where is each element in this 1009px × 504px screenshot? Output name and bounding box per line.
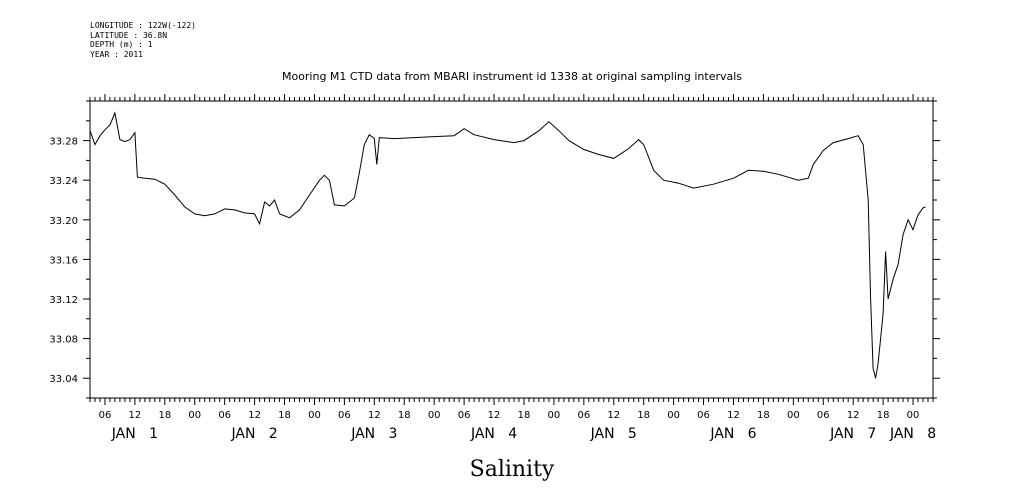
y-tick-label: 33.28 — [49, 137, 78, 148]
y-tick-label: 33.20 — [49, 216, 78, 227]
x-day-label: JAN 6 — [709, 426, 756, 442]
x-tick-label: 18 — [158, 410, 171, 421]
x-tick-label: 18 — [278, 410, 291, 421]
x-tick-label: 12 — [368, 410, 381, 421]
y-tick-label: 33.08 — [49, 335, 78, 346]
x-tick-label: 00 — [667, 410, 680, 421]
metadata-header: LONGITUDE : 122W(-122) LATITUDE : 36.8N … — [90, 21, 196, 59]
x-axis-label: Salinity — [470, 457, 555, 482]
x-tick-label: 00 — [308, 410, 321, 421]
x-tick-label: 06 — [458, 410, 471, 421]
x-tick-label: 00 — [548, 410, 561, 421]
x-tick-label: 18 — [637, 410, 650, 421]
y-tick-label: 33.24 — [49, 176, 78, 187]
x-tick-label: 12 — [129, 410, 142, 421]
metadata-longitude: LONGITUDE : 122W(-122) — [90, 21, 196, 30]
x-tick-label: 12 — [248, 410, 261, 421]
y-tick-label: 33.12 — [49, 295, 78, 306]
plot-frame — [89, 100, 934, 399]
metadata-year: YEAR : 2011 — [90, 49, 143, 59]
x-tick-label: 00 — [787, 410, 800, 421]
x-tick-label: 06 — [99, 410, 112, 421]
x-tick-label: 06 — [817, 410, 830, 421]
chart-title: Mooring M1 CTD data from MBARI instrumen… — [282, 70, 742, 83]
x-tick-label: 18 — [877, 410, 890, 421]
x-day-label: JAN 1 — [111, 426, 158, 442]
x-tick-label: 18 — [518, 410, 531, 421]
x-tick-label: 12 — [488, 410, 501, 421]
x-day-label: JAN 3 — [350, 426, 397, 442]
x-tick-label: 18 — [398, 410, 411, 421]
x-day-label: JAN 4 — [470, 426, 517, 442]
x-tick-label: 18 — [757, 410, 770, 421]
salinity-series-line — [89, 111, 926, 379]
x-tick-label: 00 — [428, 410, 441, 421]
x-tick-label: 06 — [577, 410, 590, 421]
metadata-latitude: LATITUDE : 36.8N — [90, 30, 168, 40]
x-tick-label: 00 — [907, 410, 920, 421]
x-day-label: JAN 7 — [829, 426, 876, 442]
x-tick-label: 06 — [338, 410, 351, 421]
x-day-label: JAN 2 — [231, 426, 278, 442]
x-tick-label: 00 — [188, 410, 201, 421]
x-tick-label: 06 — [218, 410, 231, 421]
metadata-depth: DEPTH (m) : 1 — [90, 40, 153, 49]
x-tick-label: 12 — [607, 410, 620, 421]
y-tick-label: 33.04 — [49, 374, 78, 385]
x-tick-label: 12 — [847, 410, 860, 421]
x-day-label: JAN 8 — [889, 426, 936, 442]
x-day-label: JAN 5 — [590, 426, 637, 442]
y-tick-label: 33.16 — [49, 255, 78, 266]
y-axis: 33.04 33.08 33.12 33.16 33.20 33.24 33.28 — [49, 100, 940, 399]
x-tick-label: 12 — [727, 410, 740, 421]
x-axis: 06 12 18 00 06 12 18 00 06 12 18 00 06 12 18 00 06 12 18 00… — [89, 94, 936, 442]
x-tick-label: 06 — [697, 410, 710, 421]
